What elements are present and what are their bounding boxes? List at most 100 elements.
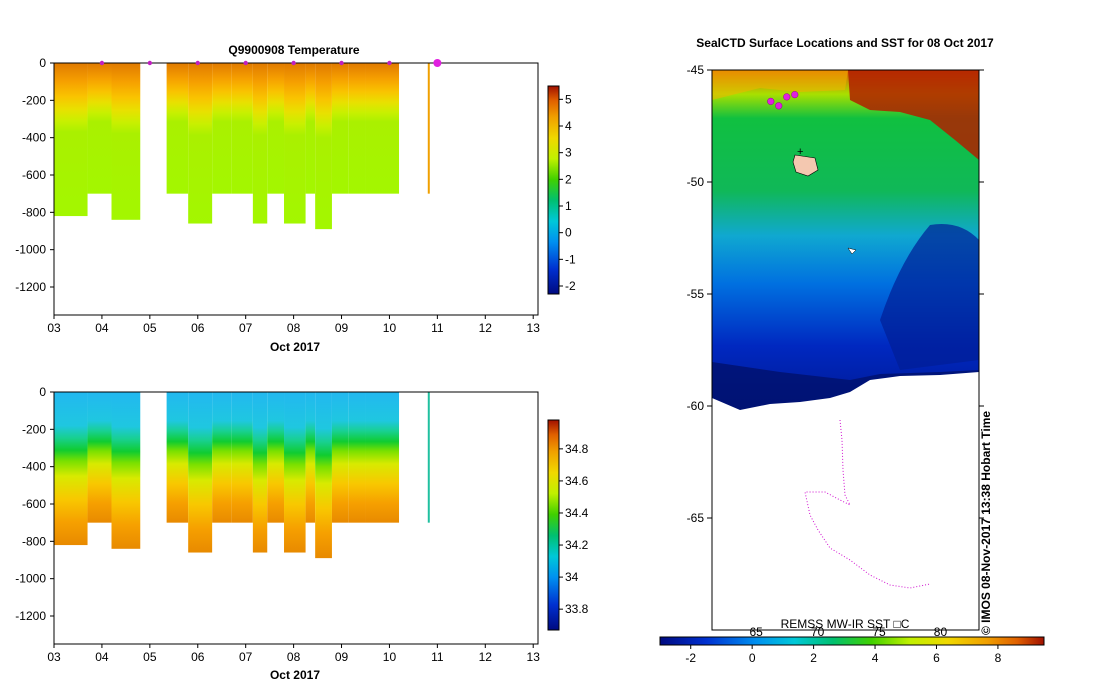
profile-cell [87,392,112,523]
y-tick-label: -200 [22,422,46,436]
profile-cell [166,392,189,523]
profile-cell [252,392,268,553]
x-tick-label: 03 [47,321,61,335]
salinity-y-ticks: 0 -200 -400 -600 -800 -1000 -1200 [15,385,54,623]
y-tick-label: -200 [22,93,46,107]
profile-cell [267,392,285,523]
salinity-x-ticks: 03 04 05 06 07 08 09 10 11 12 13 [47,644,540,664]
y-tick-label: -800 [22,205,46,219]
y-tick-label: -65 [687,511,705,525]
x-tick-label: 06 [191,650,205,664]
x-tick-label: 05 [143,650,157,664]
y-tick-label: -600 [22,497,46,511]
temperature-colorbar-ticks: -2 -1 0 1 2 3 4 5 [559,92,576,293]
profile-marker [387,60,392,66]
x-tick-label: 12 [479,321,493,335]
colorbar-tick-label: 0 [749,651,756,665]
x-tick-label: 11 [431,650,444,664]
salinity-colorbar-ticks: 33.8 34 34.2 34.4 34.6 34.8 [559,442,589,616]
salinity-panel: 0 -200 -400 -600 -800 -1000 -1200 03 04 05 06 07 08… [15,385,588,682]
profile-marker [291,60,296,66]
profile-cell [267,63,285,194]
seal-position [767,97,775,105]
profile-cell [305,392,316,523]
y-tick-label: -55 [687,287,705,301]
colorbar-tick-label: 0 [565,226,572,240]
x-tick-label: 09 [335,321,349,335]
small-island [847,247,857,255]
seal-position [783,93,791,101]
colorbar-tick-label: 34.6 [565,474,589,488]
colorbar-secondary-label: 75 [872,625,886,639]
x-tick-label: 11 [431,321,444,335]
profile-markers [99,59,442,67]
temperature-x-ticks: 03 04 05 06 07 08 09 10 11 12 13 [47,315,540,335]
imos-credit: © IMOS 08-Nov-2017 13:38 Hobart Time [979,411,993,635]
isolated-profile [427,63,430,194]
y-tick-label: -45 [687,63,705,77]
x-tick-label: 10 [383,321,397,335]
y-tick-label: -400 [22,131,46,145]
salinity-colorbar [547,419,560,631]
x-tick-label: 12 [479,650,493,664]
profile-cell [331,392,349,523]
profile-cell [188,63,213,224]
colorbar-tick-label: 2 [565,172,572,186]
y-tick-label: -1000 [15,243,46,257]
x-tick-label: 05 [143,321,157,335]
colorbar-secondary-label: 65 [749,625,763,639]
colorbar-tick-label: 1 [565,199,572,213]
sst-map-frame [711,69,980,631]
temperature-xlabel: Oct 2017 [270,340,320,354]
island-marker: + [797,146,803,158]
latest-profile-marker [433,59,442,67]
sst-field: + [712,70,979,420]
profile-marker [99,60,105,66]
temperature-cells [54,63,430,230]
colorbar-tick-label: -1 [565,252,576,266]
colorbar-tick-label: 2 [810,651,817,665]
profile-cell [348,392,366,523]
y-tick-label: -1200 [15,609,46,623]
y-tick-label: -600 [22,168,46,182]
salinity-axes-frame [53,391,539,645]
x-tick-label: 10 [383,650,397,664]
x-tick-label: 09 [335,650,349,664]
profile-cell [305,63,316,194]
sst-map-title: SealCTD Surface Locations and SST for 08… [696,36,994,50]
colorbar-tick-label: 5 [565,92,572,106]
isolated-profile [427,392,430,523]
profile-cell [348,63,366,194]
profile-cell [365,63,400,194]
sst-map-panel: SealCTD Surface Locations and SST for 08… [659,36,1045,665]
x-tick-label: 07 [239,650,253,664]
colorbar-secondary-label: 80 [934,625,948,639]
profile-cell [54,392,88,546]
colorbar-tick-label: 4 [872,651,879,665]
seal-position [791,91,799,99]
profile-cell [315,392,332,559]
profile-cell [111,63,141,220]
sst-map-y-ticks: -45 -50 -55 -60 -65 [687,63,984,525]
profile-cell [252,63,268,224]
x-tick-label: 04 [95,650,109,664]
salinity-xlabel: Oct 2017 [270,668,320,682]
colorbar-tick-label: 4 [565,119,572,133]
x-tick-label: 07 [239,321,253,335]
y-tick-label: -60 [687,399,705,413]
x-tick-label: 04 [95,321,109,335]
y-tick-label: -1000 [15,572,46,586]
island [792,154,819,177]
colorbar-tick-label: 33.8 [565,602,589,616]
colorbar-tick-label: 34.2 [565,538,589,552]
profile-cell [54,63,88,217]
y-tick-label: -800 [22,534,46,548]
temperature-title: Q9900908 Temperature [228,43,360,57]
x-tick-label: 03 [47,650,61,664]
sst-colorbar-ticks: -2 0 2 4 6 8 65 70 75 80 [685,625,1001,665]
y-tick-label: 0 [39,385,46,399]
temperature-panel: Q9900908 Temperature 0 -200 -400 -600 -800 -1… [15,43,576,354]
profile-cell [87,63,112,194]
colorbar-tick-label: 34 [565,570,579,584]
